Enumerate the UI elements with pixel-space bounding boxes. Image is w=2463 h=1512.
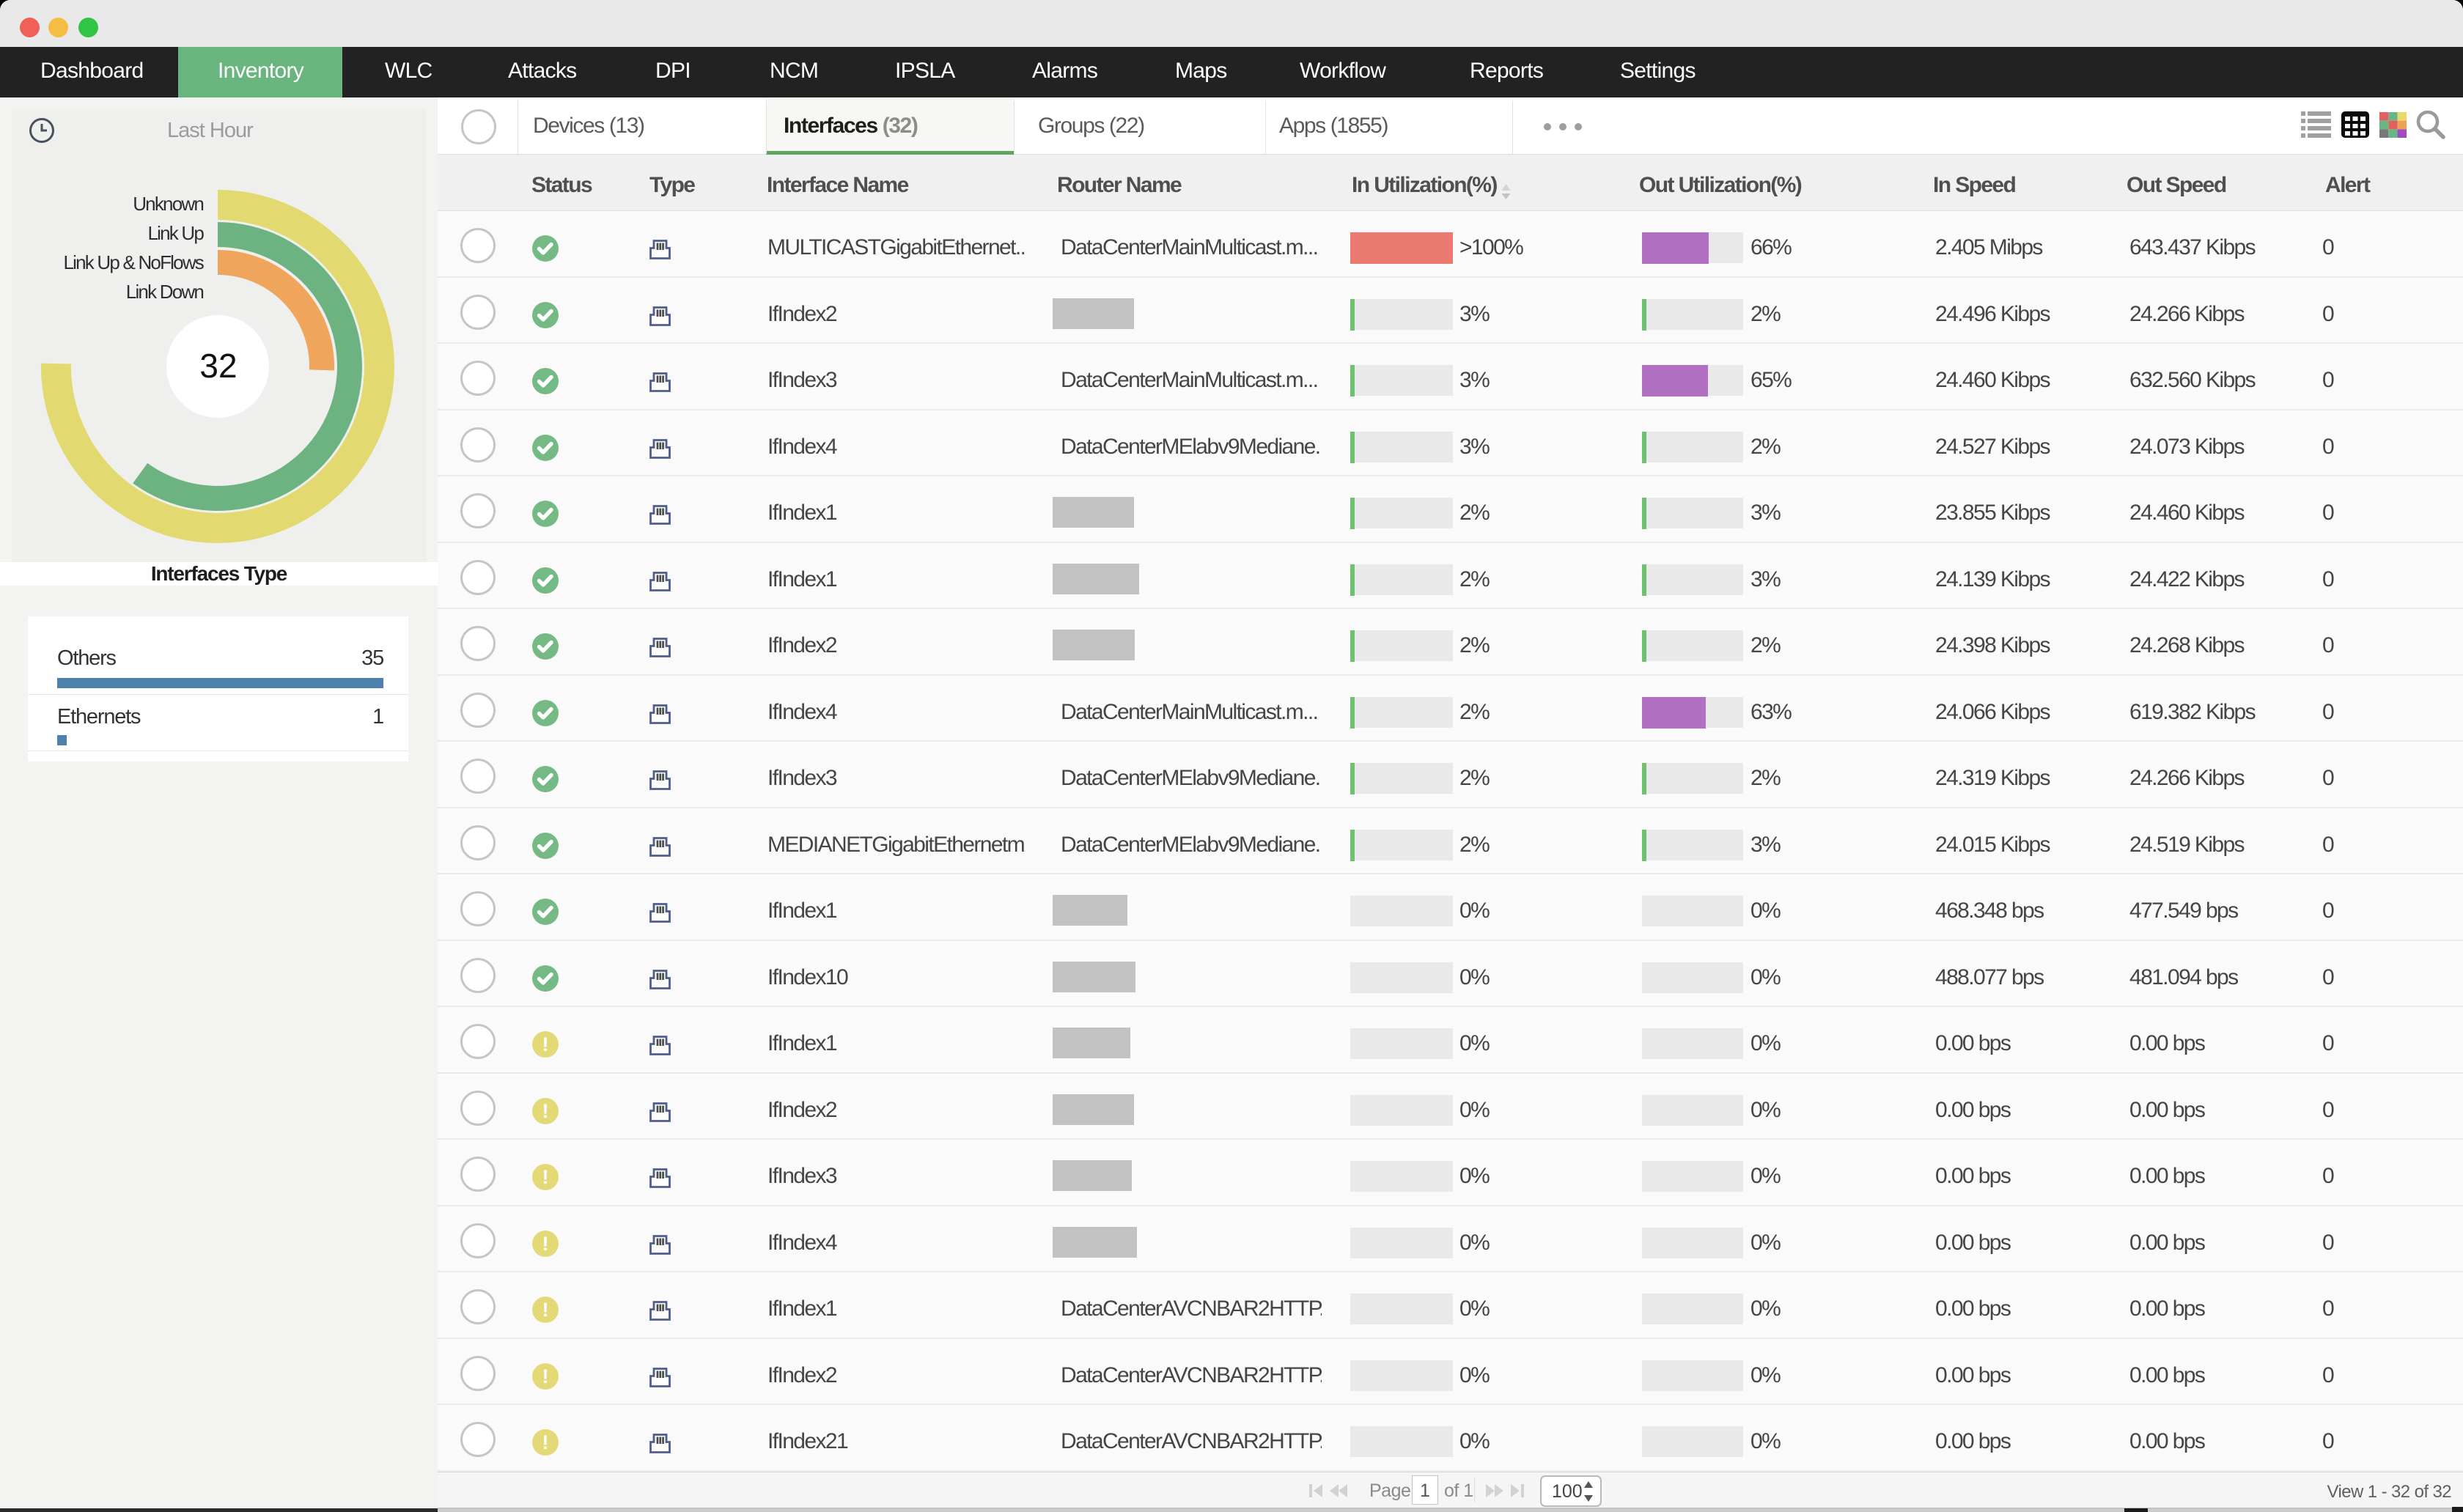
svg-text:32: 32 bbox=[199, 347, 237, 385]
